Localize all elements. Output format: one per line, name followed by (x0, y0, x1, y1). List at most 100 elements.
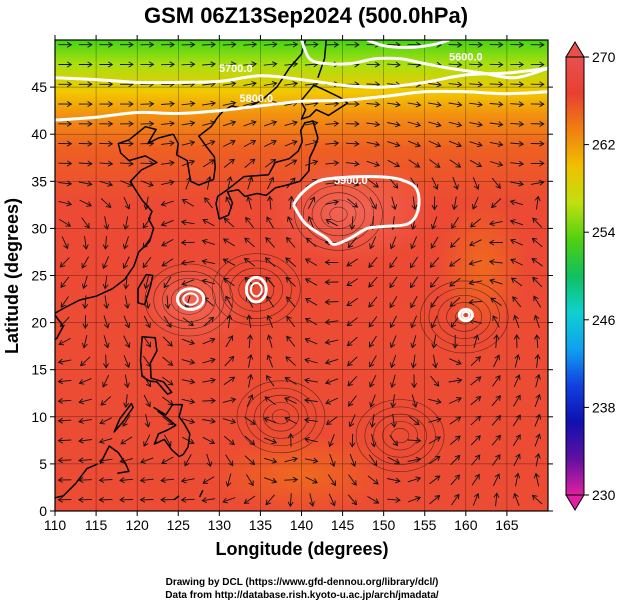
wind-arrow (78, 101, 93, 107)
wind-arrow (202, 357, 216, 364)
wind-arrow (143, 335, 152, 348)
wind-arrow (369, 355, 377, 368)
wind-arrow (470, 415, 482, 426)
contour-5700 (55, 66, 548, 89)
wind-arrow (530, 120, 545, 127)
wind-arrow (267, 195, 273, 210)
y-tick-label: 0 (39, 503, 47, 519)
wind-arrow (469, 61, 484, 68)
wind-arrow (144, 414, 151, 428)
vortex-swirl (364, 406, 436, 465)
wind-arrow (449, 258, 461, 267)
wind-arrow (202, 159, 215, 168)
wind-arrow (429, 257, 440, 268)
wind-arrow (449, 416, 462, 425)
vortex-swirl (238, 274, 275, 305)
wind-arrow (535, 373, 541, 388)
wind-arrow (58, 61, 73, 68)
wind-arrow (161, 456, 174, 464)
wind-arrow (246, 195, 252, 210)
vortex-swirl (355, 399, 445, 472)
wind-arrow (510, 81, 525, 88)
wind-arrow (513, 453, 521, 467)
closed-contour-inner (182, 292, 199, 306)
wind-arrow (448, 81, 463, 88)
wind-arrow (58, 41, 73, 48)
wind-arrow (99, 81, 114, 88)
wind-arrow (288, 195, 295, 210)
vortex-swirl (437, 295, 491, 339)
colorbar-ticks: 230 238 246 254 262 270 (584, 49, 616, 503)
wind-arrow (180, 239, 195, 246)
wind-arrow (472, 492, 480, 506)
wind-arrow (98, 457, 113, 464)
wind-arrow (140, 41, 155, 48)
wind-arrow (448, 61, 463, 68)
wind-arrow (222, 497, 236, 504)
vortex-swirl (329, 206, 348, 222)
wind-arrow (286, 315, 296, 328)
wind-arrow (59, 316, 70, 328)
wind-arrow (345, 160, 360, 167)
wind-arrow (369, 374, 377, 388)
coastline-luzon (139, 335, 173, 395)
colorbar: 230 238 246 254 262 270 (565, 41, 616, 511)
wind-arrow (206, 453, 213, 468)
colorbar-tick-label: 238 (592, 399, 616, 415)
wind-arrow (58, 160, 73, 167)
wind-arrow (98, 438, 113, 444)
wind-arrow (450, 237, 460, 248)
wind-arrow (448, 377, 463, 384)
wind-arrow (58, 338, 71, 346)
wind-arrow (222, 238, 235, 247)
wind-arrow (81, 334, 88, 349)
wind-arrow (324, 279, 339, 286)
wind-arrow (222, 258, 236, 266)
closed-contour-cell (244, 275, 268, 304)
wind-arrow (410, 354, 417, 369)
wind-arrow (530, 81, 545, 88)
wind-arrow (284, 139, 298, 147)
wind-arrow (325, 199, 340, 206)
wind-arrow (387, 121, 401, 128)
wind-arrow (57, 358, 72, 365)
wind-arrow (489, 101, 504, 108)
vortex-swirl (212, 253, 301, 326)
wind-arrow (349, 453, 357, 468)
x-tick-label: 145 (331, 517, 355, 533)
y-tick-label: 15 (31, 362, 47, 378)
wind-arrow (140, 120, 155, 127)
wind-arrow (164, 434, 172, 447)
chart-title: GSM 06Z13Sep2024 (500.0hPa) (144, 3, 468, 28)
wind-arrow (285, 356, 296, 366)
wind-arrow (140, 61, 155, 68)
wind-arrow (470, 376, 482, 386)
wind-arrow (430, 276, 439, 288)
y-tick-label: 10 (31, 409, 47, 425)
wind-arrow (368, 335, 377, 348)
wind-arrow (119, 101, 134, 107)
wind-arrow (202, 218, 215, 227)
plot-area: 5700.0 5800.0 5600.0 5900.0 (55, 40, 548, 511)
wind-arrow (222, 41, 237, 48)
wind-arrow (264, 437, 278, 445)
wind-arrow (284, 476, 299, 483)
wind-arrow (307, 215, 315, 229)
y-axis-label: Latitude (degrees) (2, 198, 22, 354)
wind-arrow (366, 121, 381, 128)
wind-arrow (429, 494, 441, 505)
wind-arrow (244, 237, 255, 248)
wind-arrow (202, 436, 216, 445)
credit-line-1: Drawing by DCL (https://www.gfd-dennou.o… (166, 577, 439, 588)
wind-arrow (428, 398, 442, 405)
wind-arrow (431, 196, 438, 211)
wind-arrow (202, 120, 216, 127)
y-tick-label: 25 (31, 268, 47, 284)
wind-arrow (161, 179, 175, 186)
wind-arrow (202, 337, 216, 345)
wind-arrow (103, 216, 110, 230)
wind-arrow (99, 120, 114, 127)
colorbar-tick-label: 230 (592, 487, 616, 503)
wind-arrow (409, 256, 419, 269)
wind-arrow (119, 477, 134, 484)
